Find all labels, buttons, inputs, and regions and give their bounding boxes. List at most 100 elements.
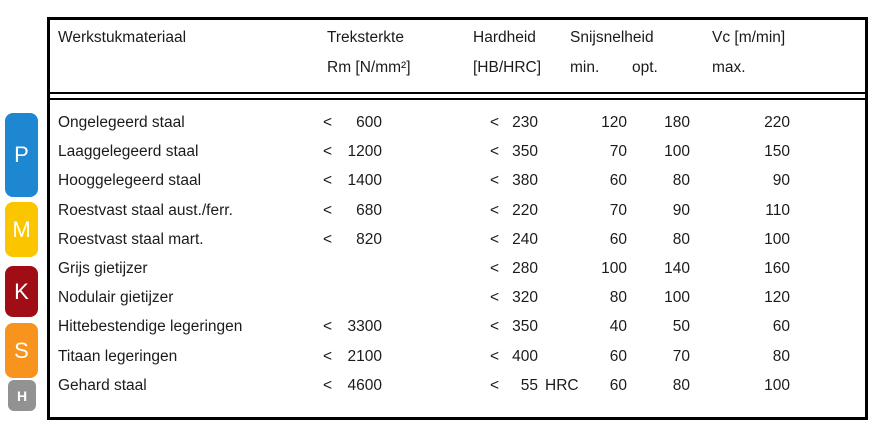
header-hardness: Hardheid [473, 29, 536, 46]
table-row: Titaan legeringen < 2100 < 400 60 70 80 [50, 342, 865, 371]
speed-opt-value: 140 [664, 259, 690, 277]
less-than-sign: < [323, 114, 333, 131]
hardness-value: 55 [520, 376, 538, 394]
table-row: Hittebestendige legeringen < 3300 < 350 … [50, 312, 865, 341]
badge-p-letter: P [14, 142, 29, 167]
hardness-cell: < 350 [490, 137, 538, 166]
less-than-sign: < [490, 289, 500, 307]
material-name: Roestvast staal aust./ferr. [58, 201, 233, 219]
tensile-strength-cell: < 1400 [323, 166, 382, 195]
less-than-sign: < [323, 201, 333, 219]
material-name: Hittebestendige legeringen [58, 318, 243, 336]
speed-max-value: 60 [772, 318, 790, 336]
badge-s-letter: S [14, 337, 29, 363]
hardness-value: 230 [512, 114, 538, 131]
header-vc-unit: Vc [m/min] [712, 29, 786, 46]
hardness-value: 380 [512, 172, 538, 190]
table-row: Roestvast staal aust./ferr. < 680 < 220 … [50, 196, 865, 225]
material-name: Titaan legeringen [58, 347, 178, 365]
header-tensile-unit: Rm [N/mm²] [327, 59, 411, 76]
less-than-sign: < [490, 143, 500, 161]
less-than-sign: < [323, 318, 333, 336]
speed-max-value: 90 [772, 172, 790, 190]
speed-opt-value: 80 [672, 376, 690, 394]
speed-min-value: 70 [609, 143, 627, 161]
table-row: Roestvast staal mart. < 820 < 240 60 80 … [50, 225, 865, 254]
hardness-value: 320 [512, 289, 538, 307]
less-than-sign: < [490, 259, 500, 277]
hardness-cell: < 55 HRC [490, 371, 579, 400]
tensile-strength-cell: < 2100 [323, 342, 382, 371]
speed-opt-value: 80 [672, 172, 690, 190]
speed-max-value: 110 [765, 201, 790, 219]
tensile-strength-value: 600 [356, 114, 382, 131]
material-name: Nodulair gietijzer [58, 289, 174, 307]
speed-min-value: 120 [601, 114, 627, 131]
speed-max-value: 150 [764, 143, 790, 161]
table-row: Gehard staal < 4600 < 55 HRC 60 80 100 [50, 371, 865, 400]
hardness-cell: < 320 [490, 283, 538, 312]
speed-max-value: 220 [764, 114, 790, 131]
badge-h-letter: H [16, 387, 28, 404]
header-min: min. [570, 59, 600, 76]
badge-m-letter: M [12, 216, 31, 242]
tensile-strength-value: 2100 [347, 347, 382, 365]
hardness-cell: < 350 [490, 312, 538, 341]
speed-min-value: 70 [609, 201, 627, 219]
tensile-strength-value: 4600 [347, 376, 382, 394]
hardness-value: 280 [512, 259, 538, 277]
less-than-sign: < [490, 230, 500, 248]
less-than-sign: < [323, 376, 333, 394]
speed-min-value: 80 [609, 289, 627, 307]
table-row: Grijs gietijzer < < 280 100 140 160 [50, 254, 865, 283]
speed-opt-value: 80 [672, 230, 690, 248]
header-tensile: Treksterkte [327, 29, 404, 46]
less-than-sign: < [490, 376, 500, 394]
hardness-unit-suffix: HRC [545, 376, 579, 394]
table-body: Ongelegeerd staal < 600 < 230 120 180 22… [50, 108, 865, 400]
speed-min-value: 60 [609, 376, 627, 394]
hardness-cell: < 230 [490, 108, 538, 137]
speed-opt-value: 100 [664, 289, 690, 307]
hardness-cell: < 380 [490, 166, 538, 195]
hardness-value: 350 [512, 318, 538, 336]
cutting-speed-table: Werkstukmateriaal Treksterkte Rm [N/mm²]… [47, 17, 868, 420]
header-hardness-unit: [HB/HRC] [473, 59, 542, 76]
tensile-strength-cell: < 600 [323, 108, 382, 137]
tensile-strength-value: 680 [356, 201, 382, 219]
less-than-sign: < [323, 347, 333, 365]
less-than-sign: < [490, 347, 500, 365]
hardness-cell: < 240 [490, 225, 538, 254]
table-row: Ongelegeerd staal < 600 < 230 120 180 22… [50, 108, 865, 137]
table-row: Hooggelegeerd staal < 1400 < 380 60 80 9… [50, 166, 865, 195]
tensile-strength-cell: < 4600 [323, 371, 382, 400]
material-name: Ongelegeerd staal [58, 114, 185, 131]
badge-p-steel: P [5, 113, 38, 197]
table-row: Nodulair gietijzer < < 320 80 100 120 [50, 283, 865, 312]
speed-min-value: 60 [609, 230, 627, 248]
hardness-cell: < 220 [490, 196, 538, 225]
header-max: max. [712, 59, 746, 76]
header-opt: opt. [632, 59, 658, 76]
hardness-cell: < 400 [490, 342, 538, 371]
header-material: Werkstukmateriaal [58, 29, 187, 46]
material-name: Roestvast staal mart. [58, 230, 204, 248]
speed-opt-value: 100 [664, 143, 690, 161]
material-name: Gehard staal [58, 376, 147, 394]
hardness-value: 350 [512, 143, 538, 161]
speed-opt-value: 70 [672, 347, 690, 365]
hardness-cell: < 280 [490, 254, 538, 283]
speed-min-value: 60 [609, 172, 627, 190]
speed-min-value: 40 [609, 318, 627, 336]
less-than-sign: < [323, 230, 333, 248]
tensile-strength-cell: < 820 [323, 225, 382, 254]
speed-max-value: 160 [764, 259, 790, 277]
hardness-value: 220 [512, 201, 538, 219]
speed-min-value: 100 [601, 259, 627, 277]
hardness-value: 240 [512, 230, 538, 248]
header-cutting-speed: Snijsnelheid [570, 29, 654, 46]
tensile-strength-value: 3300 [347, 318, 382, 336]
tensile-strength-cell: < 1200 [323, 137, 382, 166]
badge-s-superalloys: S [5, 323, 38, 378]
material-name: Grijs gietijzer [58, 259, 148, 277]
